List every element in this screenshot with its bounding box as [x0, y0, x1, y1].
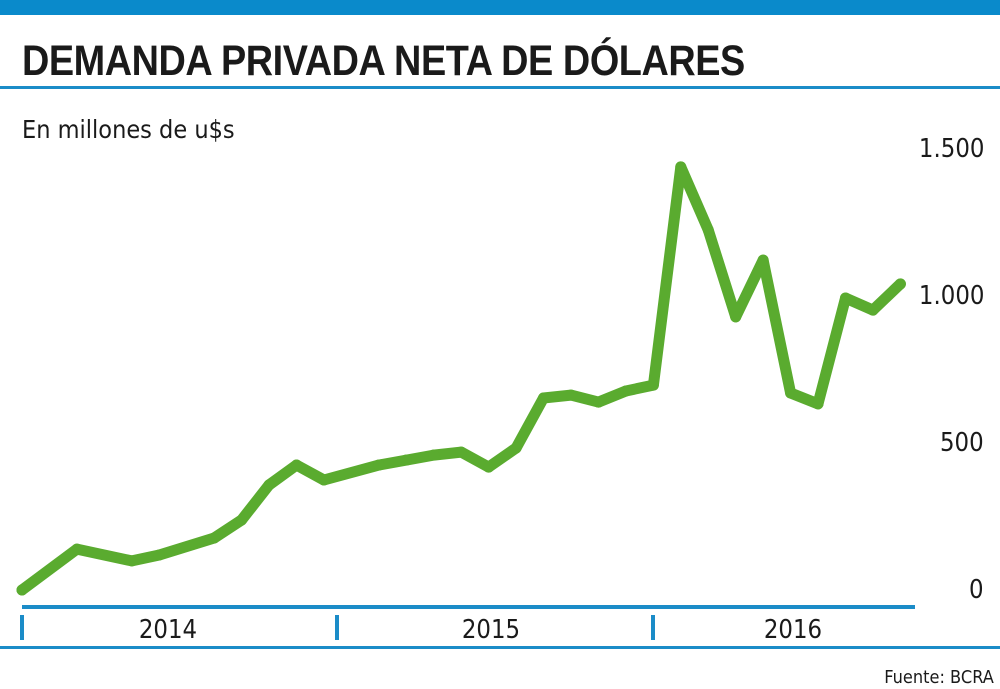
data-point: [565, 389, 577, 401]
series-points: [16, 161, 906, 596]
x-tick-label: 2016: [763, 615, 823, 645]
y-tick-label: 1.500: [918, 134, 984, 164]
data-point: [455, 446, 467, 458]
data-point: [208, 532, 220, 544]
data-point: [483, 461, 495, 473]
data-point: [153, 549, 165, 561]
y-tick-label: 500: [940, 428, 984, 458]
data-point: [592, 396, 604, 408]
title-divider: [0, 86, 1000, 89]
data-point: [702, 224, 714, 236]
data-point: [675, 161, 687, 173]
top-accent-bar: [0, 0, 1000, 15]
x-tick-label: 2015: [461, 615, 521, 645]
chart-subtitle: En millones de u$s: [22, 115, 235, 144]
data-point: [263, 479, 275, 491]
data-point: [428, 449, 440, 461]
data-point: [894, 278, 906, 290]
data-point: [757, 254, 769, 266]
data-point: [126, 555, 138, 567]
chart-title: DEMANDA PRIVADA NETA DE DÓLARES: [22, 37, 745, 85]
data-point: [620, 385, 632, 397]
data-point: [647, 379, 659, 391]
data-point: [71, 543, 83, 555]
y-tick-label: 0: [969, 575, 984, 605]
x-tick-marks: [20, 615, 655, 640]
data-point: [400, 454, 412, 466]
data-point: [373, 459, 385, 471]
data-point: [730, 311, 742, 323]
data-point: [812, 398, 824, 410]
data-point: [291, 459, 302, 471]
source-note: Fuente: BCRA: [884, 667, 994, 688]
y-tick-label: 1.000: [918, 281, 984, 311]
data-point: [318, 474, 330, 486]
data-point: [867, 304, 879, 316]
data-point: [16, 584, 28, 596]
data-point: [785, 387, 797, 399]
bottom-divider: [0, 646, 1000, 649]
data-point: [510, 442, 522, 454]
data-point: [840, 292, 851, 304]
series-line-demanda-privada: [16, 161, 906, 596]
data-point: [236, 514, 248, 526]
data-point: [538, 392, 550, 404]
x-tick-label: 2014: [138, 615, 198, 645]
